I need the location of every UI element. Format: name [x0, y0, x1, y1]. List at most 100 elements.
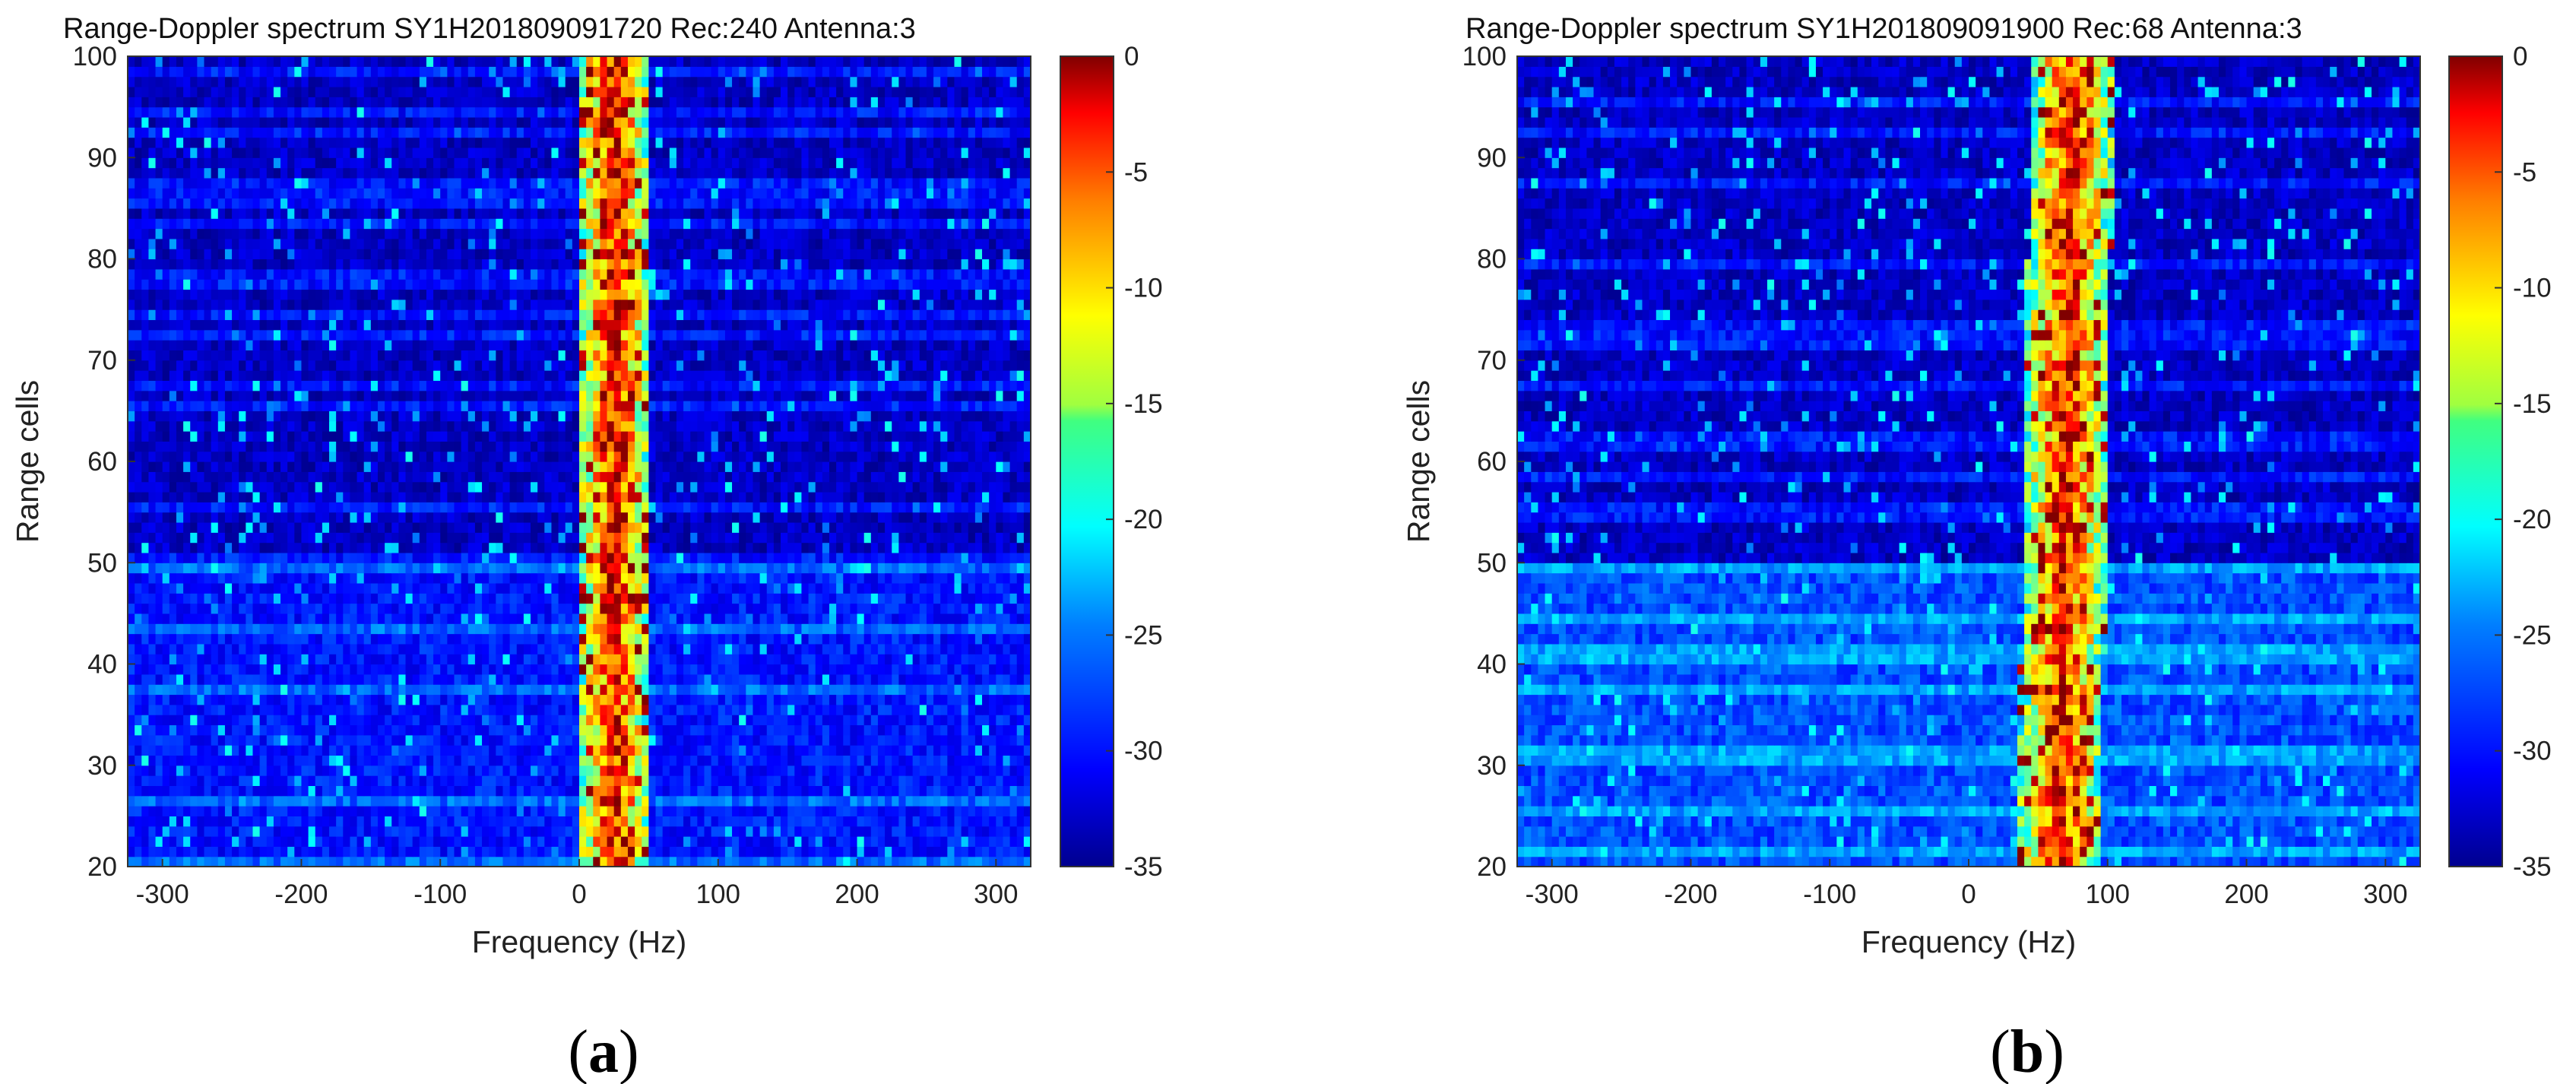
heatmap-cell	[163, 775, 170, 786]
heatmap-cell	[809, 705, 816, 715]
heatmap-cell	[232, 715, 239, 725]
heatmap-cell	[280, 806, 288, 816]
heatmap-cell	[850, 836, 857, 847]
heatmap-cell	[246, 694, 253, 705]
heatmap-cell	[760, 806, 768, 816]
heatmap-cell	[274, 836, 281, 847]
heatmap-cell	[1017, 796, 1025, 807]
heatmap-cell	[593, 724, 600, 735]
heatmap-cell	[128, 735, 135, 746]
heatmap-cell	[461, 684, 469, 695]
heatmap-cell	[697, 735, 705, 746]
heatmap-cell	[711, 836, 719, 847]
heatmap-cell	[496, 836, 503, 847]
heatmap-cell	[420, 684, 427, 695]
heatmap-cell	[760, 745, 768, 756]
heatmap-cell	[343, 684, 350, 695]
heatmap-cell	[704, 694, 711, 705]
heatmap-cell	[787, 755, 795, 765]
heatmap-cell	[600, 684, 607, 695]
heatmap-cell	[336, 806, 344, 816]
heatmap-cell	[371, 775, 379, 786]
heatmap-cell	[642, 705, 649, 715]
heatmap-cell	[746, 796, 753, 807]
heatmap-cell	[357, 846, 365, 857]
heatmap-cell	[482, 694, 490, 705]
heatmap-cell	[968, 724, 976, 735]
heatmap-cell	[579, 796, 587, 807]
heatmap-cell	[391, 724, 399, 735]
heatmap-cell	[426, 857, 434, 867]
heatmap-cell	[183, 857, 191, 867]
heatmap-cell	[975, 745, 983, 756]
heatmap-cell	[440, 857, 448, 867]
heatmap-cell	[364, 735, 372, 746]
heatmap-cell	[600, 857, 607, 867]
heatmap-cell	[455, 857, 462, 867]
heatmap-cell	[864, 745, 872, 756]
heatmap-cell	[718, 826, 726, 837]
heatmap-cell	[156, 816, 163, 826]
heatmap-cell	[343, 715, 350, 725]
heatmap-cell	[329, 826, 337, 837]
heatmap-cell	[551, 796, 559, 807]
heatmap-cell	[781, 796, 788, 807]
heatmap-cell	[544, 816, 552, 826]
heatmap-cell	[315, 694, 323, 705]
heatmap-cell	[927, 826, 934, 837]
heatmap-cell	[940, 816, 948, 826]
heatmap-cell	[517, 857, 524, 867]
heatmap-cell	[920, 705, 927, 715]
heatmap-cell	[350, 785, 357, 796]
heatmap-cell	[829, 765, 837, 776]
heatmap-cell	[774, 857, 781, 867]
heatmap-cell	[301, 745, 309, 756]
heatmap-cell	[135, 796, 142, 807]
heatmap-cell	[586, 745, 594, 756]
heatmap-cell	[607, 724, 615, 735]
heatmap-cell	[496, 765, 503, 776]
heatmap-cell	[204, 796, 212, 807]
heatmap-cell	[621, 826, 629, 837]
chart-title: Range-Doppler spectrum SY1H201809091720 …	[63, 13, 916, 45]
heatmap-cell	[141, 694, 149, 705]
heatmap-cell	[885, 735, 892, 746]
heatmap-cell	[475, 705, 483, 715]
heatmap-cell	[906, 816, 914, 826]
heatmap-cell	[996, 816, 1003, 826]
heatmap-cell	[252, 796, 260, 807]
heatmap-cell	[725, 755, 733, 765]
heatmap-cell	[461, 755, 469, 765]
heatmap-cell	[190, 724, 198, 735]
heatmap-cell	[246, 735, 253, 746]
heatmap-cell	[551, 735, 559, 746]
heatmap-cell	[420, 816, 427, 826]
heatmap-cell	[280, 745, 288, 756]
heatmap-cell	[218, 694, 226, 705]
heatmap-cell	[537, 745, 545, 756]
heatmap-cell	[350, 857, 357, 867]
heatmap-cell	[343, 775, 350, 786]
heatmap-cell	[572, 705, 580, 715]
heatmap-cell	[1010, 694, 1018, 705]
heatmap-cell	[871, 694, 879, 705]
heatmap-cell	[586, 836, 594, 847]
heatmap-cell	[128, 765, 135, 776]
heatmap-cell	[510, 785, 518, 796]
heatmap-cell	[621, 806, 629, 816]
heatmap-cell	[391, 775, 399, 786]
heatmap-cell	[607, 816, 615, 826]
heatmap-cell	[767, 745, 775, 756]
heatmap-cell	[239, 836, 246, 847]
heatmap-cell	[461, 694, 469, 705]
heatmap-cell	[301, 846, 309, 857]
heatmap-cell	[232, 724, 239, 735]
heatmap-cell	[440, 745, 448, 756]
heatmap-cell	[447, 745, 455, 756]
heatmap-cell	[656, 755, 664, 765]
heatmap-cell	[378, 765, 385, 776]
heatmap-cell	[252, 735, 260, 746]
heatmap-cell	[517, 735, 524, 746]
heatmap-cell	[420, 694, 427, 705]
heatmap-cell	[878, 735, 886, 746]
